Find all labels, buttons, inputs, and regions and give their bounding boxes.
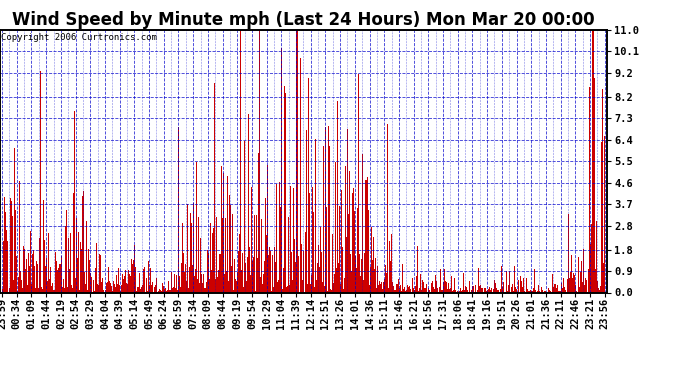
Text: Wind Speed by Minute mph (Last 24 Hours) Mon Mar 20 00:00: Wind Speed by Minute mph (Last 24 Hours)… [12,11,595,29]
Text: Copyright 2006 Curtronics.com: Copyright 2006 Curtronics.com [1,33,157,42]
